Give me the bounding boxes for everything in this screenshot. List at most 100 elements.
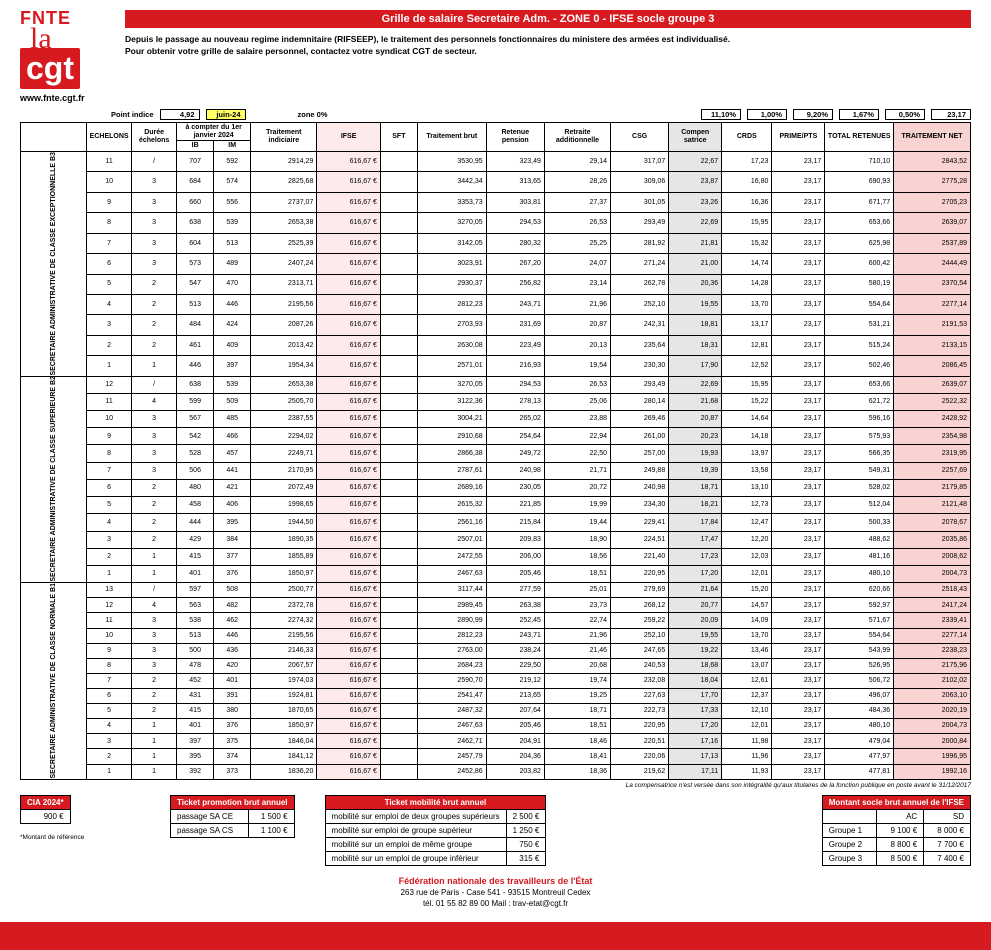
cell: 2500,77 bbox=[251, 583, 317, 598]
table-row: mobilité sur emploi de deux groupes supé… bbox=[325, 809, 546, 823]
cell: 539 bbox=[214, 213, 251, 233]
cell: 616,67 € bbox=[317, 315, 381, 335]
cell: 23,17 bbox=[772, 719, 825, 734]
hdr-sft: SFT bbox=[380, 123, 417, 152]
hdr-im: IM bbox=[214, 141, 251, 152]
cell: 2890,99 bbox=[417, 613, 486, 628]
hdr-duree: Durée échelons bbox=[132, 123, 177, 152]
cell: 229,50 bbox=[486, 658, 544, 673]
socle-title: Montant socle brut annuel de l'IFSE bbox=[822, 795, 970, 809]
cell: 1855,89 bbox=[251, 548, 317, 565]
cell: 261,00 bbox=[611, 428, 669, 445]
hdr-compter: à compter du 1er janvier 2024 bbox=[177, 123, 251, 141]
cell: 293,49 bbox=[611, 213, 669, 233]
cell: 409 bbox=[214, 335, 251, 355]
cell: 2989,45 bbox=[417, 598, 486, 613]
cell: 23,17 bbox=[772, 643, 825, 658]
cell: 3 bbox=[132, 445, 177, 462]
cell: 19,44 bbox=[544, 514, 610, 531]
cell: 8 bbox=[87, 213, 132, 233]
cell: 17,13 bbox=[669, 749, 722, 764]
cell: 406 bbox=[214, 497, 251, 514]
cell: 1 bbox=[132, 734, 177, 749]
cell: 420 bbox=[214, 658, 251, 673]
cell: 23,73 bbox=[544, 598, 610, 613]
cell: 219,12 bbox=[486, 673, 544, 688]
cell: 690,93 bbox=[825, 172, 894, 192]
ticket-promo-table: Ticket promotion brut annuel passage SA … bbox=[170, 795, 295, 838]
cell: 8 bbox=[87, 658, 132, 673]
cell: 19,25 bbox=[544, 688, 610, 703]
cell: 8 bbox=[87, 445, 132, 462]
cell: 380 bbox=[214, 704, 251, 719]
cell: 616,67 € bbox=[317, 497, 381, 514]
cell: 3 bbox=[132, 254, 177, 274]
cell: 315 € bbox=[506, 851, 546, 865]
cell: 23,17 bbox=[772, 428, 825, 445]
cell: 2277,14 bbox=[894, 294, 971, 314]
cell: 616,67 € bbox=[317, 233, 381, 253]
cell: 376 bbox=[214, 565, 251, 582]
cell: 294,53 bbox=[486, 376, 544, 393]
cell: 20,68 bbox=[544, 658, 610, 673]
cell: 528 bbox=[177, 445, 214, 462]
footer-org: Fédération nationale des travailleurs de… bbox=[20, 876, 971, 886]
cell: 3 bbox=[132, 658, 177, 673]
hdr-ret-pension: Retenue pension bbox=[486, 123, 544, 152]
cell: 20,09 bbox=[669, 613, 722, 628]
cell bbox=[380, 462, 417, 479]
cell: 15,22 bbox=[722, 393, 772, 410]
cell: 538 bbox=[177, 613, 214, 628]
cell: 2 bbox=[132, 479, 177, 496]
cell: 2518,43 bbox=[894, 583, 971, 598]
logo: FNTE la cgt www.fnte.cgt.fr bbox=[20, 8, 105, 103]
cell: 1836,20 bbox=[251, 764, 317, 779]
cell: 397 bbox=[177, 734, 214, 749]
cell: 2195,56 bbox=[251, 294, 317, 314]
cell: 3 bbox=[132, 613, 177, 628]
cell: 20,23 bbox=[669, 428, 722, 445]
cell: 2571,01 bbox=[417, 356, 486, 376]
cell: 23,17 bbox=[772, 598, 825, 613]
cell: 268,12 bbox=[611, 598, 669, 613]
cell: 18,51 bbox=[544, 565, 610, 582]
cell: 303,81 bbox=[486, 192, 544, 212]
cell: 638 bbox=[177, 213, 214, 233]
cell: 309,06 bbox=[611, 172, 669, 192]
red-footer-band bbox=[0, 922, 991, 950]
cell: 23,17 bbox=[772, 172, 825, 192]
cell: 227,63 bbox=[611, 688, 669, 703]
cell: 3 bbox=[132, 213, 177, 233]
cell: 6 bbox=[87, 688, 132, 703]
cell: 599 bbox=[177, 393, 214, 410]
cell: 488,62 bbox=[825, 531, 894, 548]
cell: 3270,05 bbox=[417, 376, 486, 393]
cell: 616,67 € bbox=[317, 583, 381, 598]
cell: 13,10 bbox=[722, 479, 772, 496]
cell: 1 100 € bbox=[249, 823, 294, 837]
table-row: mobilité sur un emploi de même groupe750… bbox=[325, 837, 546, 851]
cell: 18,81 bbox=[669, 315, 722, 335]
cell: 220,95 bbox=[611, 719, 669, 734]
cell: 531,21 bbox=[825, 315, 894, 335]
table-row: 836385392653,38616,67 €3270,05294,5326,5… bbox=[21, 213, 971, 233]
cell: 567 bbox=[177, 411, 214, 428]
cell: 482 bbox=[214, 598, 251, 613]
table-row: 834784202067,57616,67 €2684,23229,5020,6… bbox=[21, 658, 971, 673]
cell: 2 bbox=[132, 274, 177, 294]
cell: 247,65 bbox=[611, 643, 669, 658]
ticket-mob-table: Ticket mobilité brut annuel mobilité sur… bbox=[325, 795, 547, 866]
cell: 2763,00 bbox=[417, 643, 486, 658]
cell bbox=[380, 254, 417, 274]
rate-0: 11,10% bbox=[701, 109, 741, 120]
cell: 23,17 bbox=[772, 335, 825, 355]
cell: 616,67 € bbox=[317, 764, 381, 779]
cell: 9 100 € bbox=[877, 823, 924, 837]
cell: 19,54 bbox=[544, 356, 610, 376]
cell: 3353,73 bbox=[417, 192, 486, 212]
cell: 485 bbox=[214, 411, 251, 428]
cell: 23,17 bbox=[772, 192, 825, 212]
cell: 616,67 € bbox=[317, 192, 381, 212]
cell: 2 bbox=[132, 688, 177, 703]
cell: 1 bbox=[132, 356, 177, 376]
